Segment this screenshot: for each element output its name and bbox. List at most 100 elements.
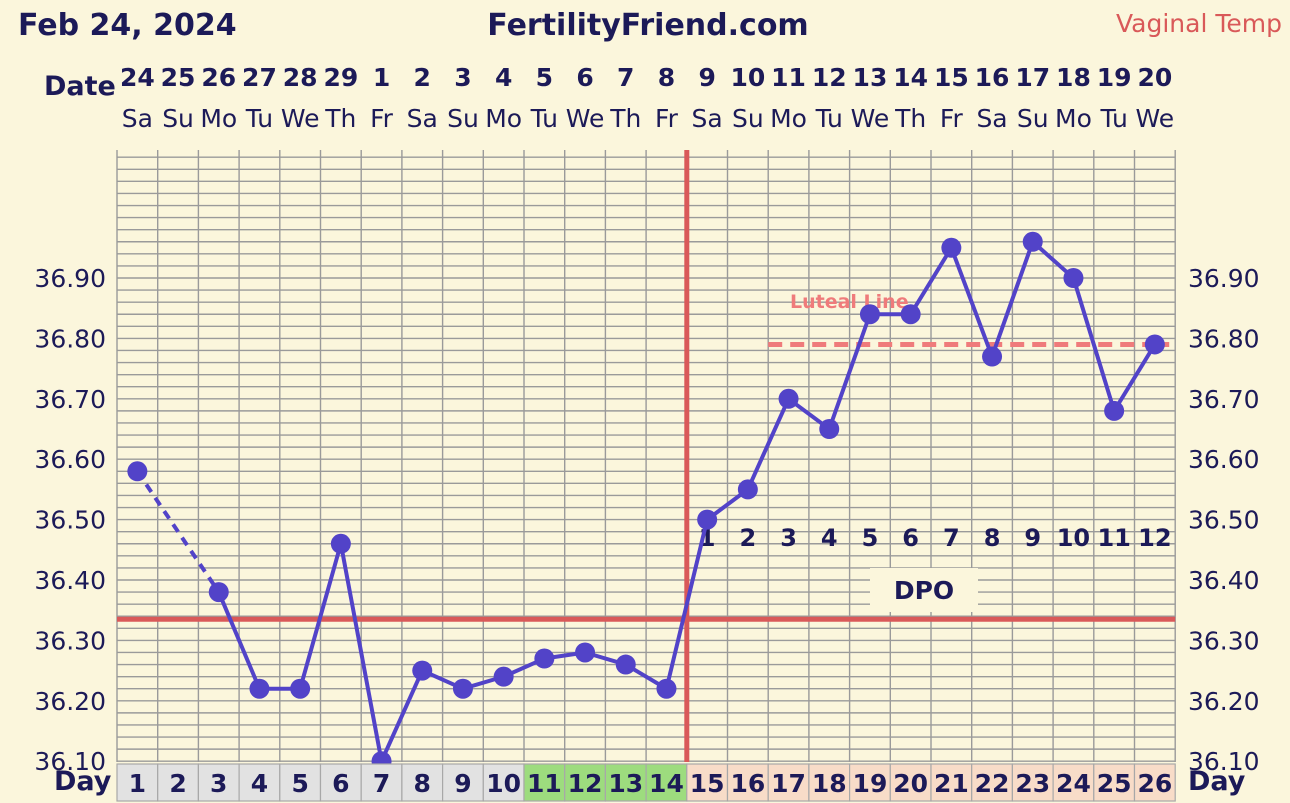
chart-overlays bbox=[117, 150, 1176, 762]
temp-point bbox=[615, 654, 636, 675]
temp-point bbox=[1104, 400, 1125, 421]
cycle-day-number: 11 bbox=[527, 769, 562, 798]
weekday-row: Sa Su Mo Tu We Th Fr Sa Su Mo Tu We Th Fr Sa Su Mo Tu We Th… bbox=[122, 104, 1174, 133]
day-row-label-right: Day bbox=[1188, 766, 1246, 797]
cycle-day-number: 22 bbox=[975, 769, 1010, 798]
weekday-label: Fr bbox=[655, 104, 679, 133]
weekday-label: Sa bbox=[407, 104, 438, 133]
date-label: 15 bbox=[934, 63, 969, 92]
date-label: 25 bbox=[161, 63, 196, 92]
weekday-label: Th bbox=[324, 104, 356, 133]
date-label: 29 bbox=[323, 63, 358, 92]
dpo-row: 1 2 3 4 5 6 7 8 9 10 11 12 bbox=[699, 524, 1172, 552]
cycle-day-number: 4 bbox=[251, 769, 268, 798]
weekday-label: Su bbox=[732, 104, 764, 133]
date-label: 9 bbox=[698, 63, 715, 92]
cycle-day-cell bbox=[889, 763, 932, 802]
y-axis-right: 36.10 36.20 36.30 36.40 36.50 36.60 36.70 36.80… bbox=[1188, 264, 1260, 776]
cycle-day-number: 18 bbox=[812, 769, 847, 798]
weekday-label: Sa bbox=[976, 104, 1007, 133]
series-segment bbox=[338, 543, 384, 762]
temp-point bbox=[493, 666, 514, 687]
cycle-day-number: 8 bbox=[414, 769, 431, 798]
weekday-label: Su bbox=[1017, 104, 1049, 133]
cycle-day-number: 23 bbox=[1015, 769, 1050, 798]
cycle-day-number: 14 bbox=[649, 769, 684, 798]
y-tick-label: 36.70 bbox=[1188, 385, 1260, 414]
date-row: 24 25 26 27 28 29 1 2 3 4 5 6 7 8 9 10 11 12 13 14 15 16 17 18 1… bbox=[120, 63, 1172, 92]
y-tick-label: 36.50 bbox=[34, 506, 106, 535]
temp-point bbox=[1063, 268, 1084, 288]
date-label: 19 bbox=[1097, 63, 1132, 92]
cycle-day-number: 24 bbox=[1056, 769, 1091, 798]
date-label: 5 bbox=[536, 63, 553, 92]
date-label: 17 bbox=[1015, 63, 1050, 92]
temp-point bbox=[819, 419, 840, 439]
dpo-number: 11 bbox=[1097, 524, 1130, 552]
dpo-number: 6 bbox=[902, 524, 919, 552]
cycle-day-number: 26 bbox=[1137, 769, 1172, 798]
weekday-label: Fr bbox=[940, 104, 964, 133]
chart-grid bbox=[116, 150, 1176, 762]
luteal-line-label: Luteal Line bbox=[790, 291, 909, 313]
series-segment bbox=[1071, 277, 1117, 412]
cycle-day-cell bbox=[930, 763, 973, 802]
cycle-day-cell bbox=[604, 763, 647, 802]
temp-point bbox=[859, 304, 880, 325]
date-label: 28 bbox=[283, 63, 318, 92]
weekday-label: We bbox=[1136, 104, 1175, 133]
cycle-day-number: 6 bbox=[332, 769, 349, 798]
cycle-day-cell bbox=[523, 763, 566, 802]
series-segment bbox=[216, 591, 262, 690]
y-tick-label: 36.20 bbox=[1188, 687, 1260, 716]
dpo-label-bg bbox=[870, 568, 978, 612]
temp-point bbox=[982, 346, 1003, 367]
y-tick-label: 36.90 bbox=[1188, 264, 1260, 293]
temp-point bbox=[737, 479, 758, 500]
cycle-day-cell bbox=[686, 763, 729, 802]
temp-point bbox=[330, 533, 351, 554]
weekday-label: Th bbox=[609, 104, 641, 133]
date-label: 7 bbox=[617, 63, 634, 92]
cycle-day-number: 16 bbox=[730, 769, 765, 798]
weekday-label: Mo bbox=[770, 104, 807, 133]
weekday-label: Sa bbox=[122, 104, 153, 133]
series-segment bbox=[827, 313, 872, 430]
site-title: FertilityFriend.com bbox=[487, 8, 808, 43]
temp-point bbox=[1144, 334, 1165, 355]
temp-point bbox=[412, 660, 433, 681]
y-tick-label: 36.30 bbox=[1188, 626, 1260, 655]
dpo-number: 12 bbox=[1138, 524, 1171, 552]
date-label: 26 bbox=[201, 63, 236, 92]
cycle-day-number: 13 bbox=[608, 769, 643, 798]
series-segment bbox=[908, 246, 954, 316]
date-label: 11 bbox=[771, 63, 806, 92]
cycle-day-number: 12 bbox=[568, 769, 603, 798]
temp-point bbox=[656, 678, 677, 699]
cycle-day-number: 19 bbox=[853, 769, 888, 798]
y-tick-label: 36.10 bbox=[34, 747, 106, 776]
cycle-day-number: 10 bbox=[486, 769, 521, 798]
date-label: 13 bbox=[853, 63, 888, 92]
date-label: 8 bbox=[658, 63, 675, 92]
date-label: 16 bbox=[975, 63, 1010, 92]
cycle-day-cell bbox=[971, 763, 1014, 802]
date-label: 1 bbox=[373, 63, 390, 92]
y-tick-label: 36.60 bbox=[1188, 445, 1260, 474]
date-label: 20 bbox=[1137, 63, 1172, 92]
cycle-day-number: 5 bbox=[291, 769, 308, 798]
temp-point bbox=[249, 678, 270, 699]
weekday-label: We bbox=[851, 104, 890, 133]
date-row-label: Date bbox=[44, 71, 116, 102]
weekday-label: Fr bbox=[370, 104, 394, 133]
temp-type: Vaginal Temp bbox=[1116, 9, 1282, 38]
dpo-label: DPO bbox=[894, 576, 954, 605]
temp-point bbox=[941, 237, 962, 258]
series-gap-segment bbox=[135, 470, 221, 594]
cycle-day-number: 2 bbox=[169, 769, 186, 798]
date-label: 24 bbox=[120, 63, 155, 92]
cycle-day-number: 20 bbox=[893, 769, 928, 798]
y-tick-label: 36.60 bbox=[34, 445, 106, 474]
y-tick-label: 36.70 bbox=[34, 385, 106, 414]
